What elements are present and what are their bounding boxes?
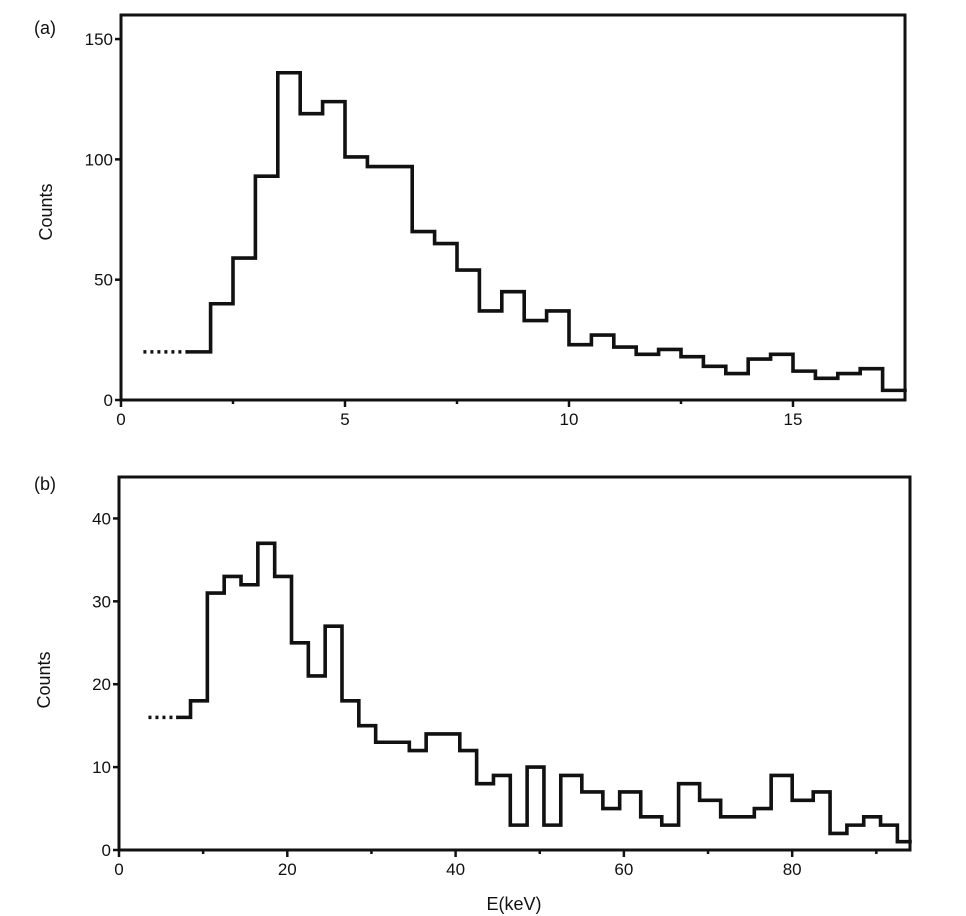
panel-a-y-tick-label: 0: [104, 391, 113, 410]
panel-b-x-tick-label: 0: [114, 860, 123, 879]
panel-a-y-axis-title: Counts: [36, 183, 56, 240]
panel-b-label: (b): [34, 474, 56, 494]
panel-b-x-tick-label: 40: [446, 860, 465, 879]
panel-b-y-tick-label: 10: [92, 758, 111, 777]
panel-a-histogram-series: [186, 70, 907, 393]
panel-b-y-axis-title: Counts: [34, 651, 54, 708]
panel-a-x-tick-label: 10: [560, 410, 579, 429]
panel-a-y-tick-label: 50: [94, 271, 113, 290]
panel-b-y-tick-label: 40: [92, 509, 111, 528]
panel-b-x-axis-title: E(keV): [486, 894, 541, 914]
panel-b-x-tick-label: 80: [783, 860, 802, 879]
panel-b-x-tick-label: 60: [614, 860, 633, 879]
panel-a-y-tick-label: 150: [85, 30, 113, 49]
panel-a-x-tick-label: 0: [116, 410, 125, 429]
panel-b-y-tick-label: 0: [102, 841, 111, 860]
panel-a-x-tick-label: 15: [784, 410, 803, 429]
panel-b: (b) Counts E(keV) 0 10 20 30 40 0 20 40 60 80: [34, 474, 912, 914]
panel-b-plot-frame: [117, 475, 912, 852]
panel-b-x-tick-label: 20: [278, 860, 297, 879]
panel-b-histogram-series: [176, 541, 912, 844]
panel-a-x-tick-label: 5: [340, 410, 349, 429]
panel-a-y-tick-label: 100: [85, 150, 113, 169]
panel-a-plot-frame: [119, 13, 907, 402]
panel-b-y-tick-label: 20: [92, 675, 111, 694]
panel-a: (a) Counts 0 50 100 150 0 5 10 15: [34, 13, 907, 429]
panel-a-label: (a): [34, 18, 56, 38]
panel-b-y-tick-label: 30: [92, 592, 111, 611]
